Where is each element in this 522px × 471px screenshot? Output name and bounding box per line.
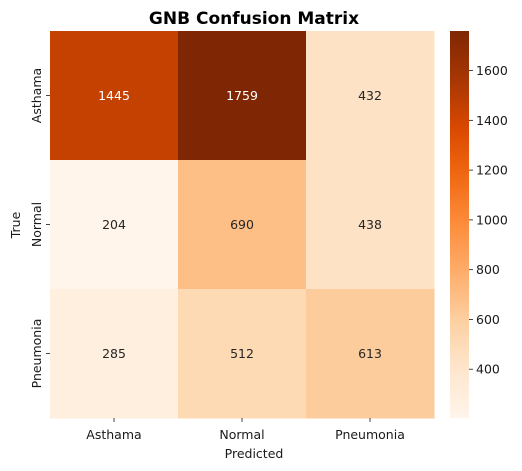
- colorbar-ticks: 400 600 800 1000 1200 1400 1600: [469, 63, 508, 377]
- cell-value-label: 613: [358, 346, 382, 361]
- y-tick-labels: Asthama Normal Pneumonia: [29, 68, 50, 389]
- colorbar-tick-label: 600: [476, 312, 500, 327]
- colorbar-tick-label: 1200: [476, 163, 508, 178]
- cell-value-label: 1759: [226, 88, 258, 103]
- colorbar: [450, 31, 469, 418]
- heatmap-cell: [306, 289, 435, 419]
- colorbar-tick-label: 1600: [476, 63, 508, 78]
- cell-value-label: 690: [230, 217, 254, 232]
- heatmap-cell: [306, 31, 435, 161]
- heatmap-cell: [178, 31, 307, 161]
- colorbar-tick-label: 400: [476, 362, 500, 377]
- x-tick-label: Normal: [219, 427, 264, 442]
- heatmap-cell: [306, 160, 435, 290]
- heatmap-cell: [50, 289, 179, 419]
- x-axis-label: Predicted: [225, 446, 284, 461]
- heatmap-cell: [50, 160, 179, 290]
- colorbar-tick-label: 800: [476, 262, 500, 277]
- colorbar-tick-label: 1000: [476, 212, 508, 227]
- x-tick-label: Pneumonia: [335, 427, 405, 442]
- heatmap-cell: [178, 160, 307, 290]
- cell-value-label: 438: [358, 217, 382, 232]
- y-tick-label: Asthama: [29, 68, 44, 123]
- chart-title: GNB Confusion Matrix: [149, 9, 359, 29]
- x-tick-label: Asthama: [86, 427, 141, 442]
- y-axis-label: True: [8, 211, 23, 239]
- cell-value-label: 204: [102, 217, 126, 232]
- heatmap-cell: [50, 31, 179, 161]
- cell-value-label: 432: [358, 88, 382, 103]
- cell-value-label: 285: [102, 346, 126, 361]
- cell-value-label: 1445: [98, 88, 130, 103]
- colorbar-tick-label: 1400: [476, 113, 508, 128]
- y-tick-label: Normal: [29, 202, 44, 247]
- heatmap-cells: 1445 1759 432 204 690 438 285 512 613: [50, 31, 435, 419]
- x-tick-labels: Asthama Normal Pneumonia: [86, 418, 405, 442]
- y-tick-label: Pneumonia: [29, 319, 44, 389]
- cell-value-label: 512: [230, 346, 254, 361]
- heatmap-cell: [178, 289, 307, 419]
